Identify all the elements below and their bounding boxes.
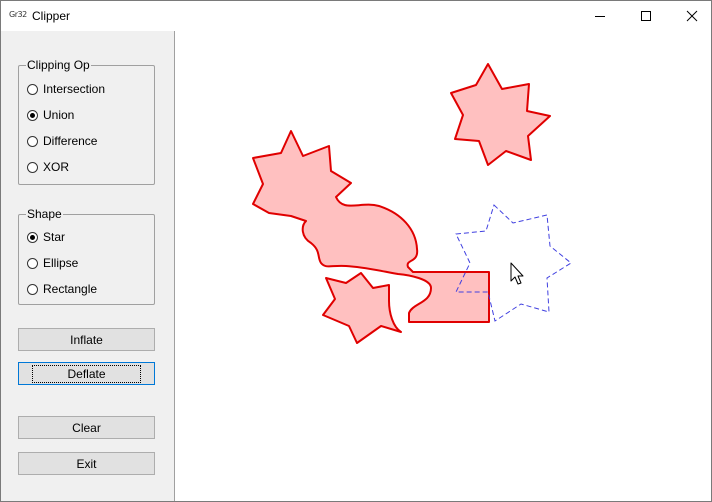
window-title: Clipper <box>32 9 71 23</box>
radio-rectangle-label: Rectangle <box>43 282 98 296</box>
minimize-icon <box>595 16 605 17</box>
radio-ellipse-circle[interactable] <box>27 257 38 269</box>
radio-ellipse[interactable]: Ellipse <box>27 256 78 270</box>
lower-star-fragment <box>322 272 402 344</box>
radio-rectangle[interactable]: Rectangle <box>27 282 97 296</box>
title-bar[interactable]: Gr32 Clipper <box>1 1 711 31</box>
radio-intersection-label: Intersection <box>43 82 106 96</box>
radio-intersection[interactable]: Intersection <box>27 82 105 96</box>
radio-difference[interactable]: Difference <box>27 134 97 148</box>
clear-button-label: Clear <box>72 420 101 435</box>
inflate-button[interactable]: Inflate <box>18 328 155 351</box>
radio-union-label: Union <box>43 108 75 122</box>
radio-xor[interactable]: XOR <box>27 160 69 174</box>
radio-star[interactable]: Star <box>27 230 65 244</box>
mouse-cursor-icon <box>510 262 524 285</box>
radio-intersection-circle[interactable] <box>27 83 38 95</box>
radio-star-label: Star <box>43 230 66 244</box>
cursor-star-outline <box>455 204 572 322</box>
close-icon <box>686 10 698 22</box>
exit-button[interactable]: Exit <box>18 452 155 475</box>
radio-star-circle[interactable] <box>27 231 38 243</box>
radio-union-circle[interactable] <box>27 109 38 121</box>
clear-button[interactable]: Clear <box>18 416 155 439</box>
control-panel: Clipping Op Intersection Union Differenc… <box>1 31 175 501</box>
drawing-surface <box>252 63 572 344</box>
top-star-shape <box>450 63 551 166</box>
radio-difference-label: Difference <box>43 134 98 148</box>
deflate-button[interactable]: Deflate <box>18 362 155 385</box>
clipping-op-label: Clipping Op <box>26 58 91 72</box>
radio-ellipse-label: Ellipse <box>43 256 79 270</box>
minimize-button[interactable] <box>577 1 623 31</box>
deflate-button-label: Deflate <box>32 364 141 383</box>
maximize-icon <box>641 11 651 21</box>
inflate-button-label: Inflate <box>70 332 103 347</box>
shape-label: Shape <box>26 207 63 221</box>
radio-difference-circle[interactable] <box>27 135 38 147</box>
shape-group: Shape Star Ellipse Rectangle <box>18 207 155 305</box>
maximize-button[interactable] <box>623 1 669 31</box>
clipping-op-group: Clipping Op Intersection Union Differenc… <box>18 58 155 185</box>
union-result-shape <box>252 130 490 323</box>
exit-button-label: Exit <box>76 456 97 471</box>
radio-xor-label: XOR <box>43 160 70 174</box>
radio-xor-circle[interactable] <box>27 161 38 173</box>
drawing-canvas[interactable] <box>175 31 711 501</box>
app-icon: Gr32 <box>9 10 27 19</box>
radio-union[interactable]: Union <box>27 108 74 122</box>
radio-rectangle-circle[interactable] <box>27 283 38 295</box>
close-button[interactable] <box>669 1 712 31</box>
